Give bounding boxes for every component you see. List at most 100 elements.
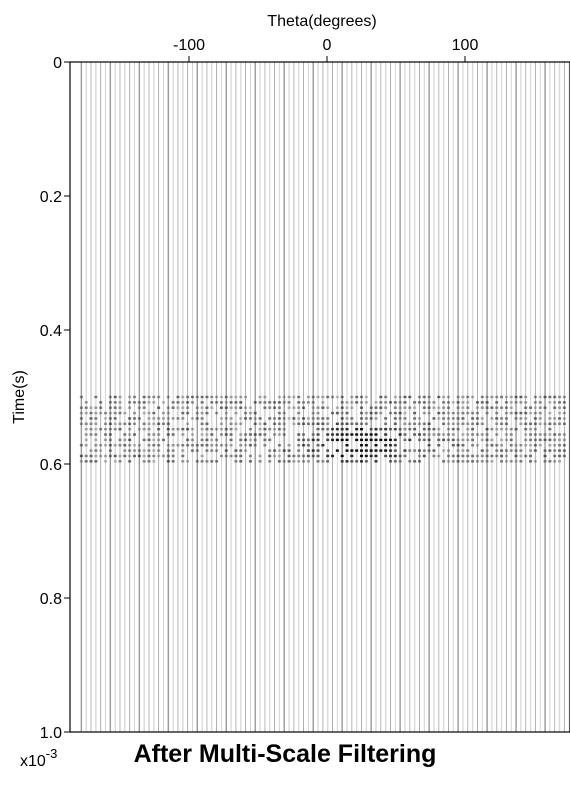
event-mark: [471, 395, 475, 399]
event-mark: [475, 406, 479, 409]
event-mark: [360, 417, 363, 420]
event-mark: [210, 444, 214, 447]
event-mark: [89, 449, 93, 452]
event-mark: [128, 454, 132, 458]
event-mark: [562, 449, 566, 452]
event-mark: [393, 417, 397, 420]
event-mark: [533, 449, 537, 452]
event-mark: [514, 449, 518, 452]
event-mark: [253, 417, 257, 420]
event-mark: [84, 438, 88, 442]
event-mark: [142, 427, 146, 431]
event-mark: [268, 427, 272, 431]
event-mark: [302, 417, 306, 420]
event-mark: [529, 406, 533, 409]
event-mark: [113, 406, 117, 409]
event-mark: [446, 433, 450, 436]
event-mark: [529, 460, 533, 463]
event-mark: [548, 438, 552, 442]
event-mark: [446, 449, 450, 452]
event-mark: [340, 406, 344, 409]
event-mark: [345, 427, 349, 431]
event-mark: [147, 395, 151, 399]
event-mark: [316, 454, 320, 458]
event-mark: [548, 444, 552, 447]
event-mark: [485, 433, 489, 436]
event-mark: [306, 454, 310, 458]
event-mark: [132, 449, 136, 452]
event-mark: [408, 460, 412, 463]
event-mark: [210, 449, 214, 452]
event-mark: [422, 411, 426, 415]
event-mark: [306, 460, 310, 463]
event-mark: [369, 449, 373, 452]
event-mark: [350, 401, 354, 404]
event-mark: [326, 438, 330, 442]
y-ticks: 0 0.2 0.4 0.6 0.8 1.0: [40, 55, 70, 742]
event-mark: [345, 433, 349, 436]
event-mark: [84, 444, 88, 447]
event-mark: [442, 401, 446, 404]
event-mark: [524, 438, 528, 442]
event-mark: [137, 454, 141, 458]
event-mark: [442, 438, 446, 442]
event-mark: [393, 422, 397, 425]
event-mark: [147, 417, 151, 420]
event-mark: [152, 454, 156, 458]
event-mark: [504, 427, 508, 431]
event-mark: [205, 460, 209, 463]
event-mark: [181, 395, 185, 399]
event-mark: [529, 411, 533, 415]
event-mark: [374, 401, 378, 404]
event-mark: [113, 401, 117, 404]
event-mark: [398, 406, 402, 409]
event-mark: [432, 427, 436, 431]
event-mark: [514, 444, 518, 447]
event-mark: [277, 460, 281, 463]
event-mark: [355, 427, 359, 431]
event-mark: [166, 422, 170, 425]
y-exponent-base: x10: [20, 753, 46, 770]
event-band: [79, 395, 566, 463]
event-mark: [485, 449, 489, 452]
event-mark: [379, 411, 383, 415]
event-mark: [388, 401, 392, 404]
event-mark: [166, 449, 170, 452]
event-mark: [79, 406, 83, 409]
event-mark: [509, 427, 513, 431]
event-mark: [142, 406, 146, 409]
event-mark: [393, 454, 397, 458]
event-mark: [408, 427, 412, 431]
event-mark: [205, 427, 209, 431]
event-mark: [514, 417, 518, 420]
event-mark: [316, 422, 320, 425]
event-mark: [128, 444, 132, 447]
event-mark: [219, 417, 223, 420]
event-mark: [562, 417, 566, 420]
event-mark: [229, 417, 233, 420]
event-mark: [422, 438, 426, 442]
event-mark: [224, 427, 228, 431]
event-mark: [186, 401, 190, 404]
event-mark: [379, 406, 383, 409]
event-mark: [364, 460, 368, 463]
event-mark: [147, 401, 151, 404]
event-mark: [152, 438, 156, 442]
event-mark: [89, 427, 93, 431]
event-mark: [500, 422, 504, 425]
event-mark: [495, 449, 499, 452]
event-mark: [132, 401, 136, 404]
event-mark: [388, 454, 392, 458]
event-mark: [432, 417, 436, 420]
event-mark: [466, 438, 470, 442]
event-mark: [558, 454, 562, 458]
event-mark: [403, 422, 407, 425]
event-mark: [205, 422, 209, 425]
event-mark: [248, 411, 252, 415]
event-mark: [142, 422, 146, 425]
event-mark: [504, 449, 508, 452]
event-mark: [398, 395, 402, 399]
event-mark: [277, 427, 281, 431]
event-mark: [331, 433, 335, 436]
event-mark: [340, 417, 344, 420]
